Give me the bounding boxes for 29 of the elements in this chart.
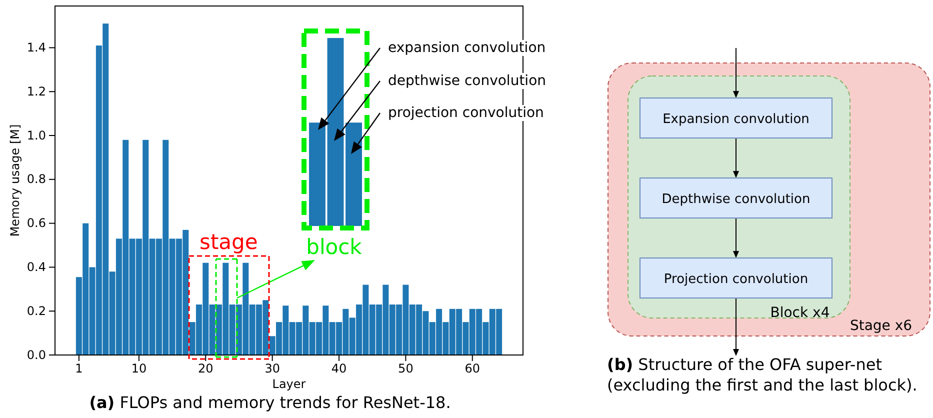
y-tick-label: 0.2 [26, 304, 46, 318]
annotation: depthwise convolution [388, 73, 546, 89]
x-tick-label: 40 [331, 362, 347, 376]
x-tick-label: 20 [198, 362, 214, 376]
text: Projection convolution [664, 272, 808, 287]
y-tick-label: 0.0 [26, 348, 46, 362]
text: Block x4 [770, 305, 830, 321]
annotation: block [306, 235, 363, 259]
x-tick-label: 30 [264, 362, 280, 376]
x-axis-title: Layer [272, 377, 306, 391]
y-tick-label: 0.4 [26, 260, 46, 274]
annotation: projection convolution [388, 105, 544, 121]
y-tick-label: 1.0 [26, 128, 46, 142]
x-tick-label: 60 [464, 362, 480, 376]
text: Depthwise convolution [662, 192, 810, 207]
text: Expansion convolution [662, 112, 810, 127]
x-tick-label: 50 [398, 362, 414, 376]
y-axis-title: Memory usage [M] [8, 124, 22, 237]
text: (a) FLOPs and memory trends for ResNet-18. [89, 393, 451, 412]
text: Stage x6 [850, 318, 912, 334]
y-tick-label: 0.6 [26, 216, 46, 230]
x-tick-label: 10 [131, 362, 147, 376]
annotation: stage [200, 230, 258, 254]
x-tick-label: 1 [75, 362, 83, 376]
y-tick-label: 0.8 [26, 172, 46, 186]
chart-title: (b) Structure of the OFA super-net (excluding the first and the last block). [607, 355, 918, 394]
annotation: expansion convolution [388, 40, 546, 56]
y-tick-label: 1.2 [26, 84, 46, 98]
y-tick-label: 1.4 [26, 40, 46, 55]
